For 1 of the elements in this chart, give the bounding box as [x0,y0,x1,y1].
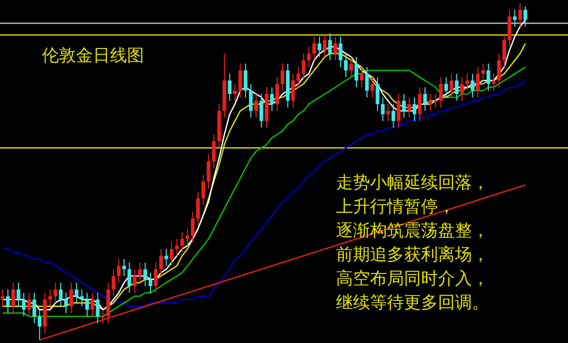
title: 伦敦金日线图 [42,46,144,66]
